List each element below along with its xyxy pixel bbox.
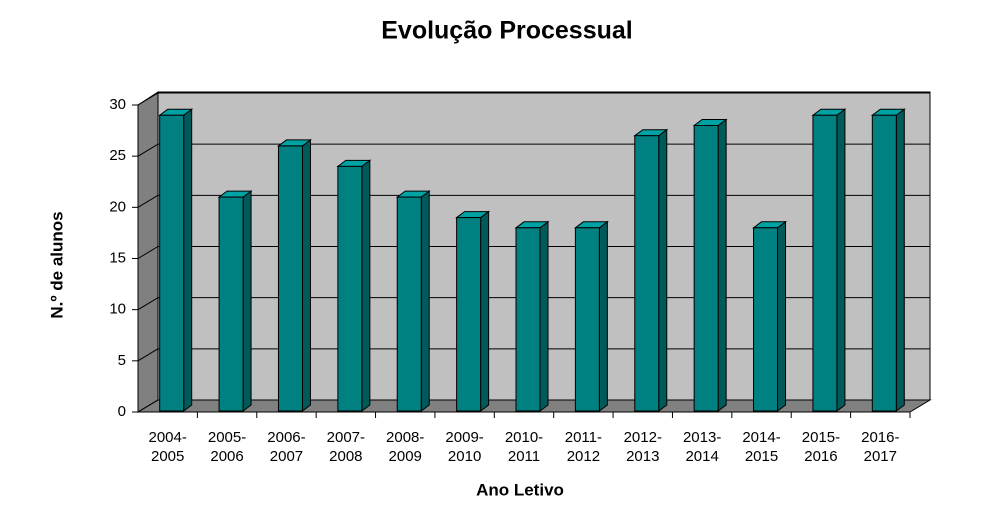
bar-side	[836, 108, 846, 412]
grid-line	[137, 143, 159, 157]
bar-side	[183, 108, 193, 412]
bar-side	[895, 108, 905, 412]
grid-line	[137, 194, 159, 208]
x-tick-label: 2015- 2016	[801, 429, 841, 465]
grid-line	[137, 348, 159, 362]
grid-line	[137, 246, 159, 259]
bar-side	[361, 159, 371, 412]
bar-side	[420, 190, 430, 412]
y-tick-label: 5	[118, 352, 126, 369]
bar-side	[480, 210, 490, 412]
y-tick-label: 25	[109, 147, 126, 164]
bar	[456, 217, 482, 412]
x-tick-label: 2006- 2007	[267, 429, 306, 465]
bar-side	[658, 128, 668, 412]
bar-side	[539, 220, 549, 412]
x-tick-label: 2013- 2014	[682, 429, 722, 465]
x-tick-label: 2008- 2009	[386, 429, 425, 465]
bar	[277, 145, 303, 412]
bar	[634, 135, 660, 412]
bar-side	[301, 138, 311, 412]
x-tick-label: 2010- 2011	[504, 429, 544, 465]
y-tick-label: 30	[109, 96, 126, 113]
x-tick-label: 2004- 2005	[148, 429, 187, 465]
bar	[812, 114, 838, 412]
grid-line	[137, 399, 159, 413]
bar-side	[717, 118, 727, 412]
x-tick-label: 2016- 2017	[861, 429, 900, 465]
bar	[337, 165, 363, 412]
bar-side	[242, 190, 252, 412]
bar	[159, 114, 185, 412]
bar	[871, 114, 897, 412]
x-tick-label: 2011- 2012	[564, 429, 602, 465]
grid-line	[137, 92, 159, 106]
x-tick-label: 2014- 2015	[742, 429, 781, 465]
x-tick-label: 2007- 2008	[326, 429, 366, 465]
bar	[396, 196, 422, 412]
bar	[693, 124, 719, 412]
bar	[218, 196, 244, 412]
chart-title: Evolução Processual	[381, 17, 633, 45]
bar	[753, 227, 779, 412]
bar-side	[598, 220, 608, 412]
bar	[574, 227, 600, 412]
y-axis-title: N.º de alunos	[47, 211, 66, 318]
y-tick-label: 20	[109, 198, 126, 215]
bar	[515, 227, 541, 412]
bar-side	[777, 220, 787, 412]
y-tick-label: 15	[109, 249, 126, 266]
x-tick-label: 2012- 2013	[623, 429, 662, 465]
y-tick-label: 0	[118, 403, 126, 420]
y-tick-label: 10	[109, 301, 126, 318]
x-tick-label: 2005- 2006	[207, 429, 247, 465]
x-axis-title: Ano Letivo	[476, 480, 564, 499]
grid-line	[137, 297, 159, 311]
x-tick-label: 2009- 2010	[445, 429, 484, 465]
